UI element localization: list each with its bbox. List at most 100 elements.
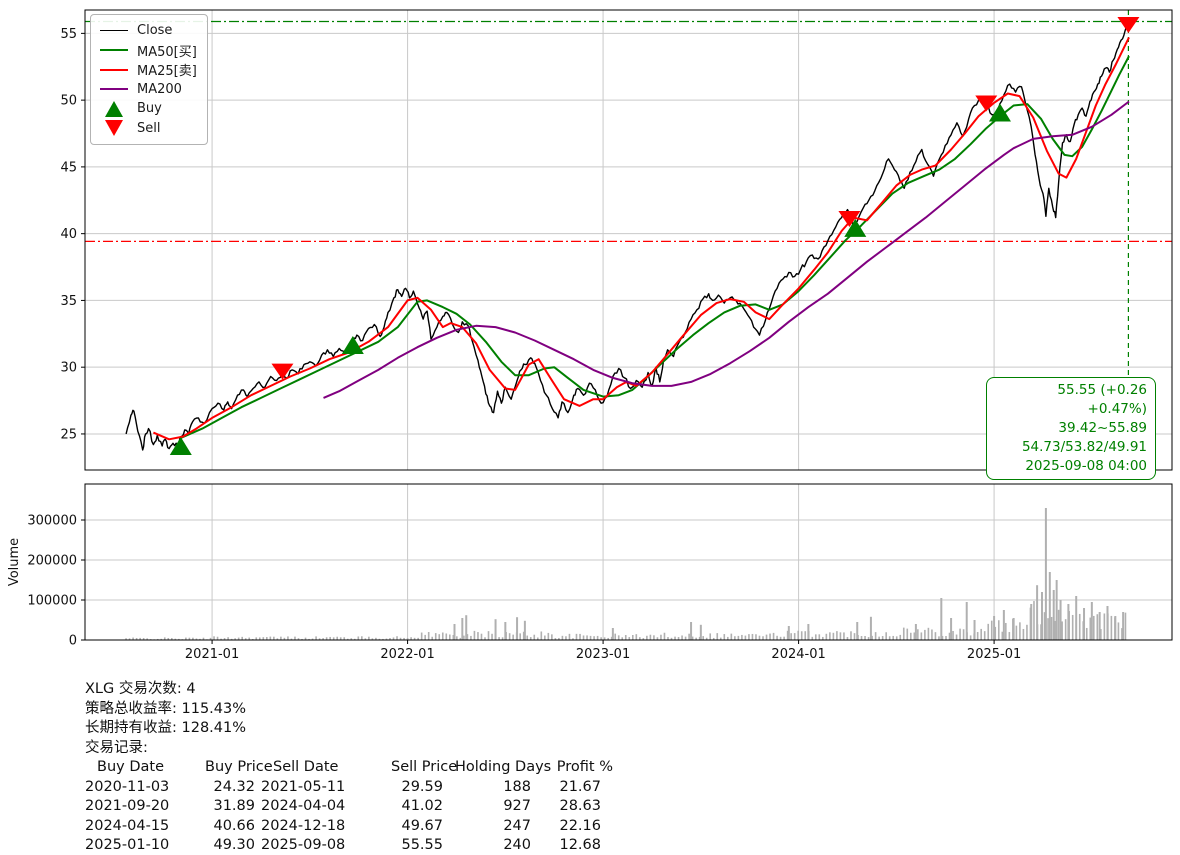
volume-tick-label: 200000 [27,554,77,569]
trade-cell: 55.55 [401,837,443,853]
trade-cell: 28.63 [559,798,601,814]
sell-marker-icon [99,120,129,137]
trade-row: 2025-01-10 49.30 2025-09-08 55.55 240 12.68 [85,836,613,855]
trade-count-line: XLG 交易次数: 4 [85,681,196,697]
price-tick-label: 40 [60,227,77,242]
annotation-last-price: 55.55 (+0.26 +0.47%) [1057,382,1147,417]
volume-tick-label: 0 [69,634,77,649]
volume-axis-label: Volume [7,538,22,586]
trade-cell: 21.67 [559,778,601,795]
total-return-line: 策略总收益率: 115.43% [85,700,247,717]
strategy-chart-svg: 25 30 35 40 45 50 55 0 100000 200000 300000 2021-01… [7,9,1173,662]
trade-cell: 2024-04-04 [261,798,346,814]
trade-cell: 240 [503,837,531,853]
legend-item-ma25: MA25[卖] [99,60,197,80]
stats-block: XLG 交易次数: 4 策略总收益率: 115.43% 长期持有收益: 128.… [85,680,613,855]
price-panel-border [84,9,1173,471]
close-line-sample [99,30,129,32]
date-tick-label: 2022-01 [380,647,434,662]
trade-cell: 40.66 [213,817,255,834]
sell-marker [271,363,294,380]
trade-cell: 2025-01-10 [85,837,170,853]
date-tick-label: 2024-01 [771,647,825,662]
trade-cell: 2024-04-15 [85,817,170,834]
trade-cell: 29.59 [401,778,443,795]
price-tick-label: 45 [60,160,77,175]
price-tick-label: 25 [60,427,77,442]
trades-header-cell: Sell Date [273,759,339,775]
ma50-line-sample [99,49,129,52]
legend-label-ma50: MA50[买] [137,44,197,60]
series-close-line [125,20,1130,451]
price-tick-label: 35 [60,294,77,309]
trade-cell: 22.16 [559,817,601,834]
trades-header-cell: Buy Date [97,759,164,775]
trade-cell: 31.89 [213,798,255,814]
trade-cell: 2020-11-03 [85,778,170,795]
ma200-line-sample [99,88,129,91]
trade-cell: 49.67 [401,817,443,834]
trade-cell: 12.68 [559,837,601,853]
date-tick-label: 2025-01 [967,647,1021,662]
legend-label-buy: Buy [137,101,162,117]
chart-legend: Close MA50[买] MA25[卖] MA200 Buy Sell [90,14,208,145]
hold-return-line: 长期持有收益: 128.41% [85,720,247,736]
buy-marker-icon [99,100,129,117]
series-ma200-line [323,100,1130,399]
trade-cell: 247 [503,817,531,834]
trade-markers [169,17,1140,456]
trades-header-cell: Profit % [556,759,613,775]
legend-label-ma25: MA25[卖] [137,64,197,80]
series-ma25-line [153,36,1130,441]
legend-label-close: Close [137,23,173,39]
date-tick-label: 2021-01 [185,647,239,662]
trades-header-cell: Buy Price [205,759,273,775]
price-tick-label: 55 [60,27,77,42]
sell-marker [975,95,998,112]
trade-cell: 49.30 [213,837,255,853]
trade-cell: 927 [503,798,531,814]
trades-table: Buy Date Buy Price Sell Date Sell Price Hold… [85,758,613,855]
trade-row: 2021-09-20 31.89 2024-04-04 41.02 927 28.63 [85,797,613,817]
annotation-ma-values: 54.73/53.82/49.91 [1021,439,1147,455]
trade-cell: 2025-09-08 [261,837,346,853]
legend-item-sell: Sell [99,119,197,139]
annotation-datetime: 2025-09-08 04:00 [1025,458,1147,474]
volume-bars [125,508,1127,640]
legend-item-ma50: MA50[买] [99,41,197,61]
volume-panel-border [84,483,1173,641]
axis-ticks: 25 30 35 40 45 50 55 0 100000 200000 300000 2021-01… [27,27,1021,662]
price-tick-label: 30 [60,361,77,376]
price-tick-label: 50 [60,94,77,109]
buy-marker [341,335,364,354]
buy-marker [169,437,192,456]
trade-row: 2020-11-03 24.32 2021-05-11 29.59 188 21.67 [85,778,613,798]
trades-header-cell: Sell Price [391,759,458,775]
buy-marker [988,103,1011,122]
annotation-range: 39.42~55.89 [1058,420,1147,436]
trade-cell: 24.32 [213,778,255,795]
series-ma50-line [180,55,1130,439]
trades-header-row: Buy Date Buy Price Sell Date Sell Price Hold… [85,758,613,778]
legend-label-ma200: MA200 [137,81,182,97]
records-label-line: 交易记录: [85,739,148,756]
ma25-line-sample [99,68,129,71]
volume-tick-label: 300000 [27,514,77,529]
price-annotation: 55.55 (+0.26 +0.47%) 39.42~55.89 54.73/5… [986,377,1156,480]
gridlines [85,10,1172,641]
sell-marker [838,211,861,228]
legend-item-ma200: MA200 [99,80,197,100]
trade-cell: 41.02 [401,798,443,814]
legend-label-sell: Sell [137,120,161,136]
legend-item-buy: Buy [99,99,197,119]
trade-cell: 2021-05-11 [261,778,346,795]
sell-marker [1117,17,1140,34]
trade-cell: 188 [503,778,531,795]
trade-row: 2024-04-15 40.66 2024-12-18 49.67 247 22.16 [85,817,613,837]
buy-marker [844,218,867,237]
date-tick-label: 2023-01 [576,647,630,662]
trade-cell: 2021-09-20 [85,798,170,814]
volume-tick-label: 100000 [27,594,77,609]
trade-cell: 2024-12-18 [261,817,346,834]
